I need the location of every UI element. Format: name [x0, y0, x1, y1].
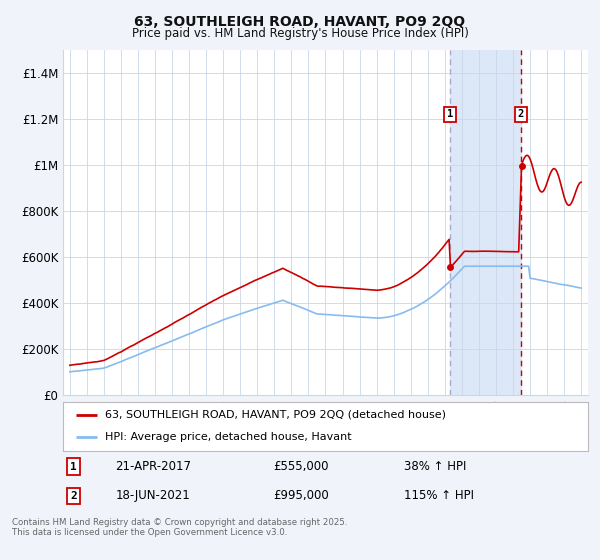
Text: 63, SOUTHLEIGH ROAD, HAVANT, PO9 2QQ (detached house): 63, SOUTHLEIGH ROAD, HAVANT, PO9 2QQ (de… [105, 410, 446, 420]
Text: £555,000: £555,000 [273, 460, 329, 473]
Text: £995,000: £995,000 [273, 489, 329, 502]
Text: 2: 2 [518, 109, 524, 119]
Text: 2: 2 [70, 491, 77, 501]
Bar [450, 50, 521, 395]
Text: 38% ↑ HPI: 38% ↑ HPI [404, 460, 467, 473]
Text: 1: 1 [447, 109, 453, 119]
Text: 63, SOUTHLEIGH ROAD, HAVANT, PO9 2QQ: 63, SOUTHLEIGH ROAD, HAVANT, PO9 2QQ [134, 15, 466, 29]
Text: 21-APR-2017: 21-APR-2017 [115, 460, 191, 473]
Text: Contains HM Land Registry data © Crown copyright and database right 2025.
This d: Contains HM Land Registry data © Crown c… [12, 518, 347, 538]
Text: 18-JUN-2021: 18-JUN-2021 [115, 489, 190, 502]
Text: 115% ↑ HPI: 115% ↑ HPI [404, 489, 474, 502]
Text: Price paid vs. HM Land Registry's House Price Index (HPI): Price paid vs. HM Land Registry's House … [131, 27, 469, 40]
Text: 1: 1 [70, 461, 77, 472]
Text: HPI: Average price, detached house, Havant: HPI: Average price, detached house, Hava… [105, 432, 352, 442]
